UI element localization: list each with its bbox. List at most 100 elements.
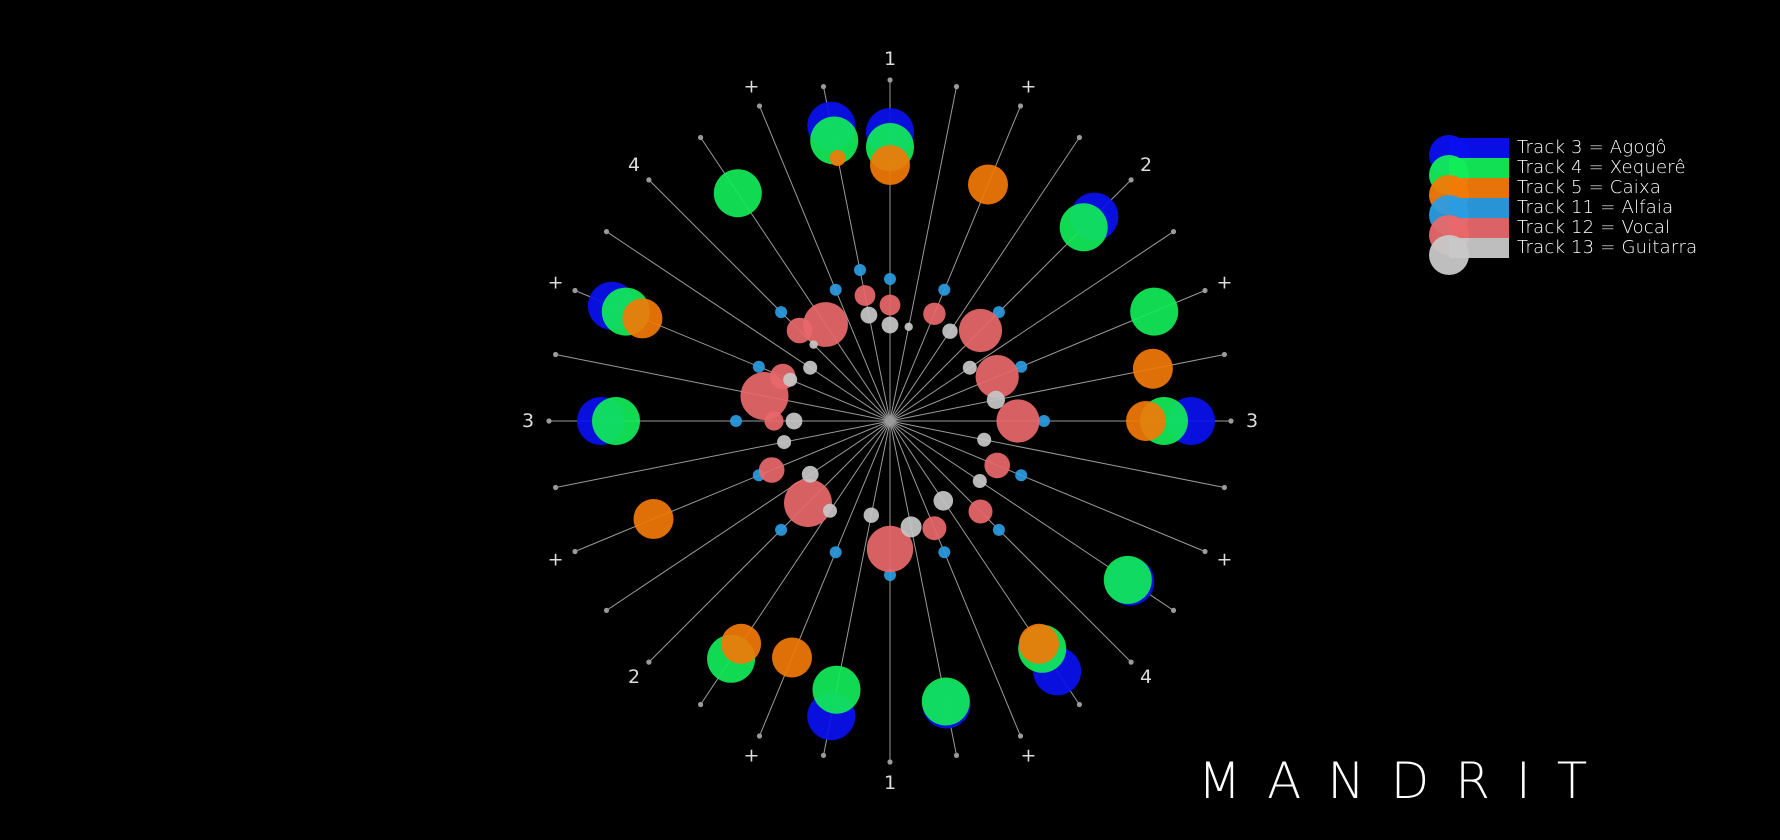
beat-label: 4	[1140, 666, 1152, 688]
event-bubble-track-4	[784, 479, 832, 527]
legend-label: Track 11 = Alfaia	[1517, 197, 1674, 218]
event-bubble-track-3	[854, 264, 866, 276]
spoke-end-dot	[820, 84, 827, 90]
event-bubble-track-5	[881, 316, 899, 334]
beat-label: 2	[628, 666, 640, 688]
spoke-end-dot	[1228, 418, 1234, 424]
event-bubble-track-5	[972, 474, 987, 488]
spoke-1	[889, 86, 957, 422]
beat-label: 3	[1246, 410, 1258, 432]
legend-swatch-bar	[1449, 178, 1509, 198]
event-bubble-track-2	[870, 145, 910, 185]
beat-label: 3	[522, 410, 534, 432]
legend-row-track11: Track 11 = Alfaia	[1429, 195, 1729, 235]
event-bubble-track-4	[923, 302, 946, 325]
spoke-2	[889, 105, 1021, 422]
event-bubble-track-3	[884, 273, 896, 285]
beat-label: 1	[884, 772, 896, 794]
event-bubble-track-5	[986, 390, 1006, 409]
spoke-end-dot	[572, 287, 578, 294]
legend-row-track4: Track 4 = Xequerê	[1429, 155, 1729, 195]
legend-label: Track 5 = Caixa	[1517, 177, 1662, 198]
spoke-end-dot	[698, 134, 704, 141]
event-bubble-track-3	[775, 523, 788, 536]
event-bubble-track-2	[633, 499, 674, 539]
beat-label: +	[1216, 272, 1232, 294]
event-bubble-track-3	[752, 360, 765, 373]
legend-row-track12: Track 12 = Vocal	[1429, 215, 1729, 255]
spoke-end-dot	[756, 103, 763, 109]
spoke-21	[606, 420, 891, 611]
event-bubble-track-5	[962, 360, 977, 375]
event-bubble-track-4	[958, 308, 1003, 353]
event-bubble-track-1	[810, 116, 859, 165]
spoke-end-dot	[698, 701, 704, 708]
legend: Track 3 = Agogô Track 4 = Xequerê Track …	[1429, 135, 1729, 275]
spoke-end-dot	[1221, 484, 1227, 491]
beat-label: +	[548, 272, 564, 294]
event-bubble-track-5	[803, 360, 818, 375]
spoke-end-dot	[603, 607, 610, 614]
legend-swatch-bar	[1449, 138, 1509, 158]
event-bubble-track-4	[854, 285, 876, 306]
event-bubble-track-3	[938, 283, 951, 296]
beat-label: +	[744, 76, 760, 98]
spoke-30	[759, 105, 891, 422]
beat-labels: 1 +2 +3 +4 +1 +2 +3 +4 +	[522, 48, 1258, 794]
spoke-20	[648, 420, 891, 663]
spoke-end-dot	[1017, 103, 1024, 109]
legend-label: Track 13 = Guitarra	[1517, 237, 1698, 258]
event-bubble-track-5	[823, 503, 837, 518]
event-bubble-track-3	[1015, 360, 1028, 373]
beat-label: +	[548, 549, 564, 571]
spoke-end-dot	[1202, 287, 1208, 294]
event-bubble-track-2	[1132, 348, 1173, 389]
spoke-end-dot	[887, 77, 893, 83]
event-bubble-track-2	[968, 164, 1008, 205]
event-bubble-track-3	[938, 546, 951, 559]
legend-label: Track 12 = Vocal	[1517, 217, 1671, 238]
spoke-end-dot	[553, 484, 559, 491]
event-bubble-track-4	[984, 452, 1010, 479]
event-bubble-track-2	[1126, 401, 1166, 441]
event-bubble-track-4	[996, 399, 1040, 443]
spoke-end-dot	[1076, 134, 1082, 141]
event-bubble-track-5	[785, 412, 803, 430]
spoke-end-dot	[820, 752, 827, 759]
spoke-end-dot	[1170, 229, 1177, 235]
spoke-end-dots	[546, 77, 1234, 765]
spoke-end-dot	[553, 351, 559, 358]
spoke-28	[648, 179, 891, 422]
event-bubble-track-5	[860, 306, 878, 324]
event-bubble-track-5	[900, 516, 922, 538]
event-bubble-track-5	[783, 372, 798, 387]
event-bubble-track-5	[942, 323, 958, 339]
brand-title: MANDRIT	[1198, 752, 1614, 810]
event-bubble-track-4	[975, 355, 1019, 399]
event-bubble-track-3	[1038, 415, 1050, 427]
spoke-25	[555, 354, 891, 422]
event-bubble-track-1	[812, 665, 861, 714]
spoke-end-dot	[1017, 733, 1024, 739]
spoke-10	[889, 420, 1206, 552]
spoke-14	[889, 420, 1021, 737]
event-bubble-track-1	[713, 169, 762, 218]
event-bubble-track-4	[879, 294, 901, 316]
spoke-end-dot	[1128, 659, 1134, 665]
spoke-end-dot	[646, 177, 652, 183]
legend-swatch-bar	[1449, 238, 1509, 258]
event-bubble-track-5	[809, 340, 818, 349]
event-bubble-track-1	[921, 677, 970, 726]
legend-row-track13: Track 13 = Guitarra	[1429, 235, 1729, 275]
spoke-end-dot	[1221, 351, 1227, 358]
spoke-23	[555, 420, 891, 488]
beat-label: +	[1021, 76, 1037, 98]
beat-label: +	[1021, 744, 1037, 766]
event-bubble-track-5	[777, 435, 792, 450]
legend-row-track3: Track 3 = Agogô	[1429, 135, 1729, 175]
spoke-end-dot	[1076, 701, 1082, 708]
event-bubble-track-5	[904, 322, 913, 331]
event-bubble-track-3	[730, 415, 742, 427]
event-bubble-track-1	[1130, 287, 1179, 336]
event-bubble-track-5	[801, 465, 819, 483]
